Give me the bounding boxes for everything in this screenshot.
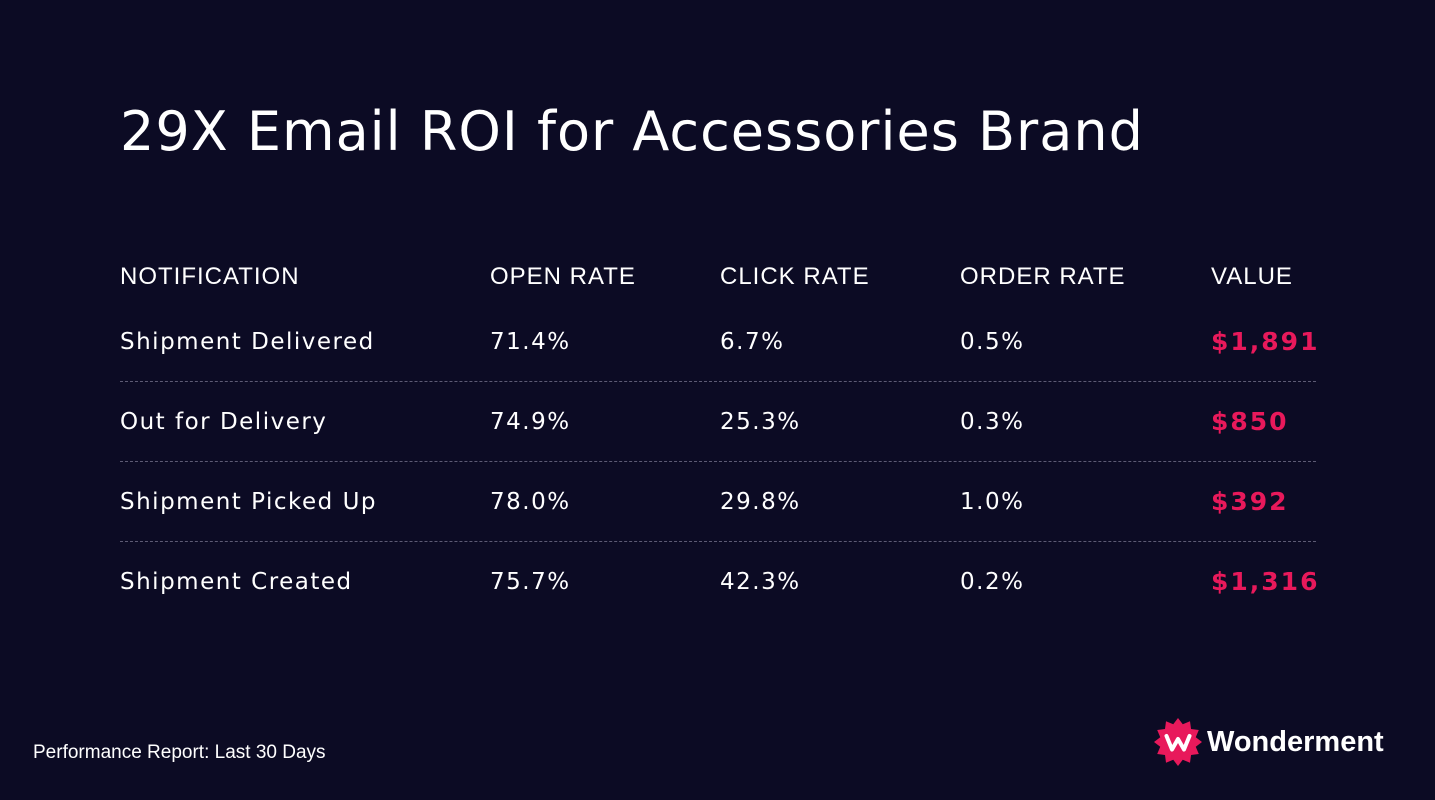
open-rate-cell: 75.7% <box>490 568 571 595</box>
click-rate-cell: 6.7% <box>720 328 785 355</box>
page-title: 29X Email ROI for Accessories Brand <box>120 100 1144 163</box>
header-value: VALUE <box>1211 263 1293 290</box>
open-rate-cell: 74.9% <box>490 408 571 435</box>
brand-logo: Wonderment <box>1153 716 1384 768</box>
notification-cell: Shipment Delivered <box>120 328 375 355</box>
order-rate-cell: 0.5% <box>960 328 1025 355</box>
value-cell: $1,316 <box>1211 567 1320 596</box>
open-rate-cell: 71.4% <box>490 328 571 355</box>
report-period-label: Performance Report: Last 30 Days <box>33 742 326 763</box>
click-rate-cell: 25.3% <box>720 408 801 435</box>
brand-name: Wonderment <box>1207 725 1384 758</box>
value-cell: $392 <box>1211 487 1289 516</box>
order-rate-cell: 0.2% <box>960 568 1025 595</box>
header-notification: NOTIFICATION <box>120 263 300 290</box>
notification-cell: Shipment Picked Up <box>120 488 378 515</box>
table-header-row: NOTIFICATION OPEN RATE CLICK RATE ORDER … <box>120 252 1316 302</box>
order-rate-cell: 1.0% <box>960 488 1025 515</box>
wonderment-logo-icon <box>1154 718 1202 766</box>
table-row: Out for Delivery 74.9% 25.3% 0.3% $850 <box>120 381 1316 461</box>
value-cell: $850 <box>1211 407 1289 436</box>
roi-table: NOTIFICATION OPEN RATE CLICK RATE ORDER … <box>120 252 1320 621</box>
table-row: Shipment Delivered 71.4% 6.7% 0.5% $1,89… <box>120 302 1320 381</box>
header-click-rate: CLICK RATE <box>720 263 870 290</box>
order-rate-cell: 0.3% <box>960 408 1025 435</box>
click-rate-cell: 42.3% <box>720 568 801 595</box>
notification-cell: Shipment Created <box>120 568 353 595</box>
open-rate-cell: 78.0% <box>490 488 571 515</box>
value-cell: $1,891 <box>1211 327 1320 356</box>
header-order-rate: ORDER RATE <box>960 263 1126 290</box>
table-row: Shipment Created 75.7% 42.3% 0.2% $1,316 <box>120 541 1320 621</box>
header-open-rate: OPEN RATE <box>490 263 636 290</box>
notification-cell: Out for Delivery <box>120 408 328 435</box>
click-rate-cell: 29.8% <box>720 488 801 515</box>
table-row: Shipment Picked Up 78.0% 29.8% 1.0% $392 <box>120 461 1316 541</box>
